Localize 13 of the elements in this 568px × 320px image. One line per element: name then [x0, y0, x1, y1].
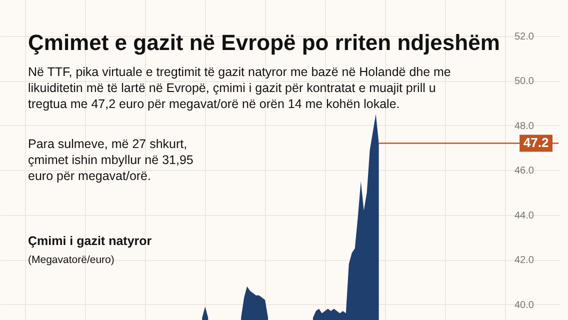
y-tick-label: 48.0 [514, 120, 534, 132]
annotation: (Megavatorë/euro) [28, 254, 114, 266]
ref-line-label: 47.2 [523, 135, 549, 150]
y-tick-label: 42.0 [514, 255, 534, 266]
text: Çmimet e gazit në Evropë po rriten ndjeshëm [28, 30, 500, 56]
y-tick-label: 40.0 [514, 300, 534, 311]
y-tick-label: 52.0 [514, 31, 534, 42]
y-tick-label: 44.0 [514, 210, 534, 222]
y-tick-label: 46.0 [514, 166, 534, 177]
y-tick-label: 50.0 [514, 76, 534, 88]
y-axis-title: Çmimi i gazit natyror [28, 234, 152, 248]
annotation: Para sulmeve, më 27 shkurt, çmimet ishin mbyllur në 31,95 euro për megavat/orë. [28, 136, 194, 184]
text: Në TTF, pika virtuale e tregtimit të gazit natyror me bazë në Holandë dhe me likuiditetin më të lartë në Evropë, çmimi i gazit për kontratat e muajit prill u tregtua me 47,2 euro për megavat/orë në orën 14 me kohën lokale. [28, 64, 452, 112]
